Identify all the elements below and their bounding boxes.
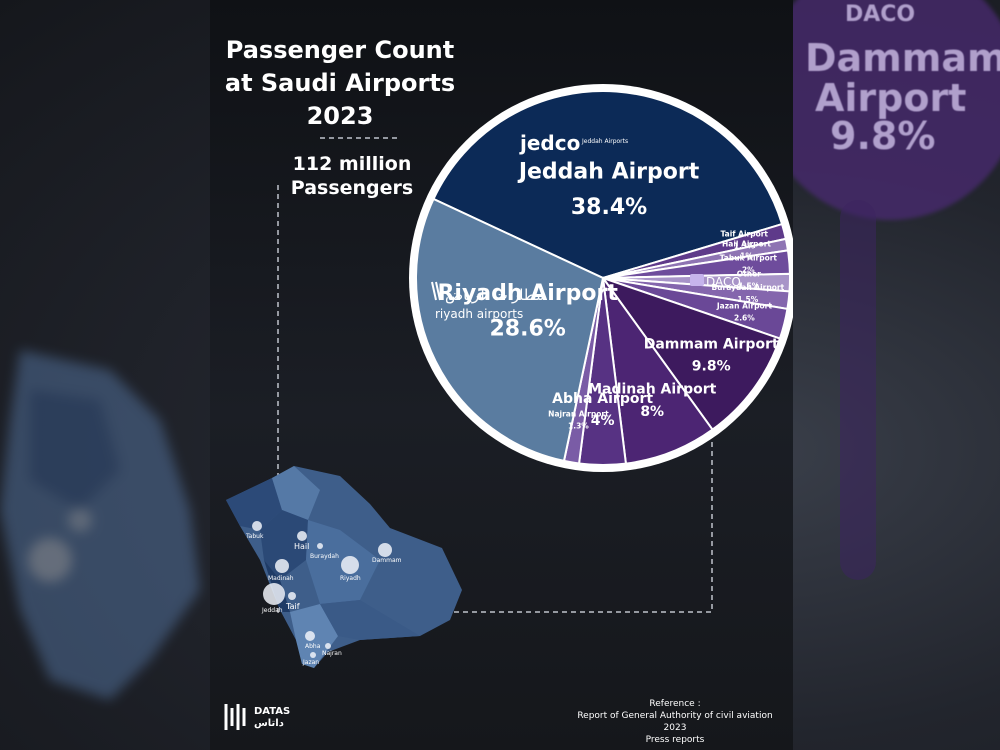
map-label-dammam: Dammam <box>372 557 402 564</box>
saudi-map <box>226 466 462 668</box>
background-map <box>0 350 200 700</box>
map-region-madinah <box>260 510 308 580</box>
map-label-taif: Taif <box>286 602 300 611</box>
slice-name-other: Other <box>737 269 761 278</box>
reference-line-1: Report of General Authority of civil avi… <box>577 711 773 733</box>
background-text-percent: 9.8% <box>830 114 936 158</box>
pie-slice-jeddah-airport <box>432 90 784 280</box>
pie-slice-riyadh-airport <box>415 197 605 463</box>
slice-name-riyadh-airport: Riyadh Airport <box>437 281 618 306</box>
slice-name-najran-airport: Najran Airport <box>548 410 609 419</box>
background-dammam-circle <box>760 0 1000 220</box>
jedco-logo-sub: Jeddah Airports <box>581 138 628 145</box>
map-dot-taif <box>288 592 296 600</box>
passenger-total: 112 million Passengers <box>290 153 414 199</box>
map-dot-hail <box>297 531 307 541</box>
daco-logo-text: DACO <box>706 275 741 289</box>
slice-name-dammam-airport: Dammam Airport <box>644 336 779 352</box>
riyadh-airports-logo: مطارات الرياض riyadh airports <box>431 281 544 321</box>
map-region-najran <box>320 600 420 640</box>
pie-slice-madinah-airport <box>602 277 714 465</box>
reference: Reference : Report of General Authority … <box>570 698 780 746</box>
background-daco-text: DACO <box>845 2 916 27</box>
slice-name-taif-airport: Taif Airport <box>720 229 768 238</box>
slice-value-jazan-airport: 2.6% <box>734 314 755 323</box>
page-title: Passenger Count at Saudi Airports 2023 <box>224 36 456 130</box>
background-text-dammam: Dammam <box>805 36 1000 80</box>
map-region-hail <box>272 466 320 520</box>
slice-value-madinah-airport: 8% <box>640 404 664 420</box>
map-label-abha: Abha <box>305 643 321 650</box>
slice-value-jeddah-airport: 38.4% <box>571 195 647 220</box>
map-label-najran: Najran <box>322 650 342 657</box>
riyadh-logo-mark <box>431 281 441 301</box>
map-dot-dammam <box>378 543 392 557</box>
slice-name-buraydah-airport: Buraydah Airport <box>711 283 784 292</box>
slice-name-hail-airport: Hail Airport <box>722 240 771 249</box>
slice-value-hail-airport: 1% <box>740 252 753 261</box>
map-dot-riyadh <box>341 556 359 574</box>
map-dot-tabuk <box>252 521 262 531</box>
slice-value-abha-airport: 4% <box>591 413 615 429</box>
slice-name-abha-airport: Abha Airport <box>552 391 653 407</box>
slice-name-madinah-airport: Madinah Airport <box>588 382 717 398</box>
slice-value-tabuk-airport: 2% <box>742 265 755 274</box>
daco-logo-mark <box>690 274 704 286</box>
map-label-madinah: Madinah <box>268 575 294 582</box>
footer-brand: DATAS داتاس <box>254 706 290 730</box>
datas-logo-icon <box>224 704 246 730</box>
daco-logo: DACO <box>690 274 741 289</box>
footer-brand-en: DATAS <box>254 706 291 717</box>
map-label-jeddah: Jeddah <box>262 607 283 614</box>
map-region-tabuk <box>226 478 282 530</box>
map-labels: Tabuk Hail Buraydah Dammam Madinah Riyad… <box>210 0 793 750</box>
map-label-jazan: Jazan <box>303 659 320 666</box>
map-dot-abha <box>305 631 315 641</box>
slice-value-taif-airport: 1.3% <box>734 241 755 250</box>
map-label-riyadh: Riyadh <box>340 575 361 582</box>
map-dot-madinah <box>275 559 289 573</box>
footer-brand-ar: داتاس <box>254 718 284 729</box>
map-dot-buraydah <box>317 543 323 549</box>
map-dot-jazan <box>310 652 316 658</box>
slice-name-jazan-airport: Jazan Airport <box>716 302 773 311</box>
map-label-hail: Hail <box>294 542 310 551</box>
slice-value-najran-airport: 1.3% <box>568 422 589 431</box>
reference-line-2: Press reports <box>645 735 705 745</box>
slice-value-buraydah-airport: 1.5% <box>737 295 758 304</box>
background-bar <box>840 200 876 580</box>
slice-name-jeddah-airport: Jeddah Airport <box>517 160 700 185</box>
jedco-logo-text: jedco <box>519 131 580 155</box>
infographic-panel: Passenger Count at Saudi Airports 2023 1… <box>210 0 793 750</box>
map-label-tabuk: Tabuk <box>246 533 264 540</box>
slice-name-tabuk-airport: Tabuk Airport <box>720 253 778 262</box>
map-dot-jeddah <box>263 583 285 605</box>
map-dot-najran <box>325 643 331 649</box>
reference-title: Reference : <box>649 699 701 709</box>
map-label-buraydah: Buraydah <box>310 553 339 560</box>
riyadh-logo-english: riyadh airports <box>435 307 523 321</box>
riyadh-logo-arabic: مطارات الرياض <box>445 286 544 304</box>
slice-value-riyadh-airport: 28.6% <box>490 316 566 341</box>
slice-value-dammam-airport: 9.8% <box>692 359 731 375</box>
pie-slice-dammam-airport <box>600 276 782 431</box>
background-text-airport: Airport <box>815 76 967 120</box>
slice-value-other: 1.5% <box>738 281 759 290</box>
jedco-logo: jedco Jeddah Airports <box>519 131 628 155</box>
